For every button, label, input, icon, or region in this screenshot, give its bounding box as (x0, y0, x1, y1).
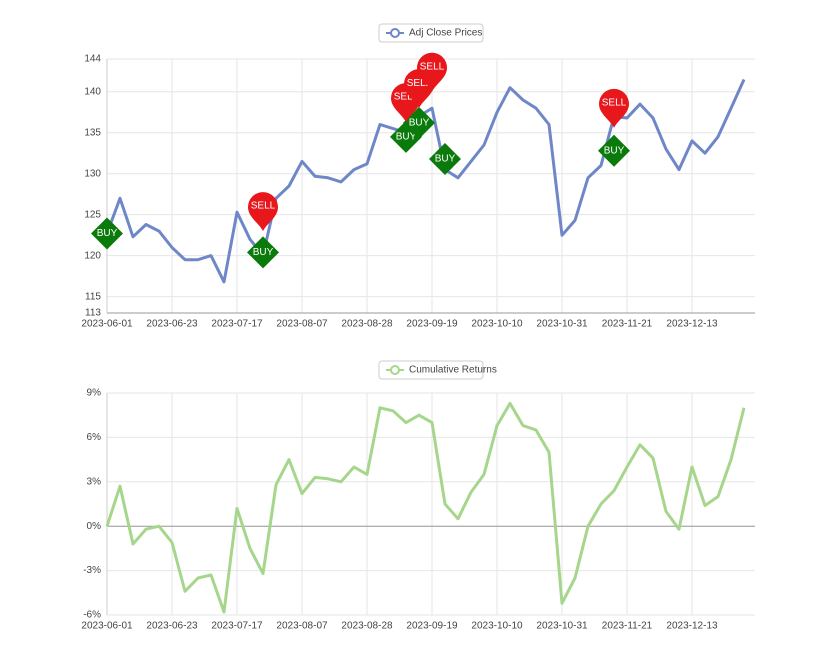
y-tick-label: 0% (87, 521, 102, 532)
x-tick-label: 2023-07-17 (211, 319, 263, 330)
signal-marker: BUY (429, 142, 461, 175)
buy-label: BUY (97, 228, 118, 239)
y-tick-label: 113 (85, 308, 101, 319)
x-tick-label: 2023-07-17 (211, 621, 263, 632)
signal-marker: SELL (248, 192, 278, 232)
legend-box (378, 23, 484, 43)
x-tick-label: 2023-11-21 (602, 621, 653, 632)
y-tick-label: 120 (84, 250, 101, 261)
buy-diamond (429, 142, 461, 175)
series-line (105, 401, 746, 614)
y-tick-label: 115 (85, 291, 101, 302)
buy-label: BUY (253, 247, 274, 258)
legend: Adj Close Prices (378, 23, 484, 43)
buy-label: BUY (409, 118, 430, 129)
x-tick-label: 2023-08-07 (276, 319, 328, 330)
y-tick-label: 135 (84, 127, 101, 138)
x-tick-label: 2023-11-21 (602, 319, 653, 330)
x-tick-label: 2023-09-19 (406, 621, 458, 632)
signal-marker: SELL (417, 52, 447, 92)
y-tick-label: 125 (84, 209, 101, 220)
y-tick-label: 9% (87, 388, 102, 399)
y-tick-label: 3% (87, 476, 102, 487)
x-tick-label: 2023-10-10 (471, 621, 523, 632)
x-tick-label: 2023-08-28 (341, 621, 393, 632)
buy-diamond (598, 134, 630, 167)
signal-marker: BUY (247, 236, 279, 269)
signal-marker: BUY (598, 134, 630, 167)
x-tick-label: 2023-12-13 (666, 621, 718, 632)
legend-label: Adj Close Prices (409, 28, 482, 39)
legend: Cumulative Returns (378, 360, 497, 380)
y-tick-label: -3% (83, 565, 101, 576)
x-tick-label: 2023-08-07 (276, 621, 328, 632)
buy-diamond (91, 217, 123, 250)
legend-swatch-dot (390, 28, 400, 38)
x-tick-label: 2023-10-31 (536, 621, 588, 632)
sell-pin (599, 88, 629, 128)
y-tick-label: 6% (87, 432, 102, 443)
y-tick-label: -6% (83, 610, 101, 621)
buy-label: BUY (435, 154, 456, 165)
sell-label: SELL (407, 78, 432, 89)
x-tick-label: 2023-12-13 (666, 319, 718, 330)
y-tick-label: 130 (84, 168, 101, 179)
legend-label: Cumulative Returns (409, 365, 497, 376)
sell-label: SELL (394, 92, 419, 103)
buy-diamond (247, 236, 279, 269)
y-tick-label: 140 (84, 86, 101, 97)
sell-pin (248, 192, 278, 232)
series-line (105, 78, 746, 284)
x-tick-label: 2023-08-28 (341, 319, 393, 330)
signal-marker: SELL (599, 88, 629, 128)
legend-box (378, 360, 484, 380)
sell-pin (417, 52, 447, 92)
x-tick-label: 2023-06-23 (146, 319, 198, 330)
x-tick-label: 2023-06-23 (146, 621, 198, 632)
sell-label: SELL (420, 61, 445, 72)
x-tick-label: 2023-09-19 (406, 319, 458, 330)
legend-swatch-dot (390, 365, 400, 375)
signal-marker: BUY (91, 217, 123, 250)
x-tick-label: 2023-10-10 (471, 319, 523, 330)
x-tick-label: 2023-06-01 (81, 621, 133, 632)
buy-label: BUY (396, 131, 417, 142)
buy-label: BUY (604, 145, 625, 156)
sell-label: SELL (602, 97, 627, 108)
x-tick-label: 2023-10-31 (536, 319, 588, 330)
sell-label: SELL (251, 201, 276, 212)
y-tick-label: 144 (84, 54, 101, 65)
x-tick-label: 2023-06-01 (81, 319, 133, 330)
